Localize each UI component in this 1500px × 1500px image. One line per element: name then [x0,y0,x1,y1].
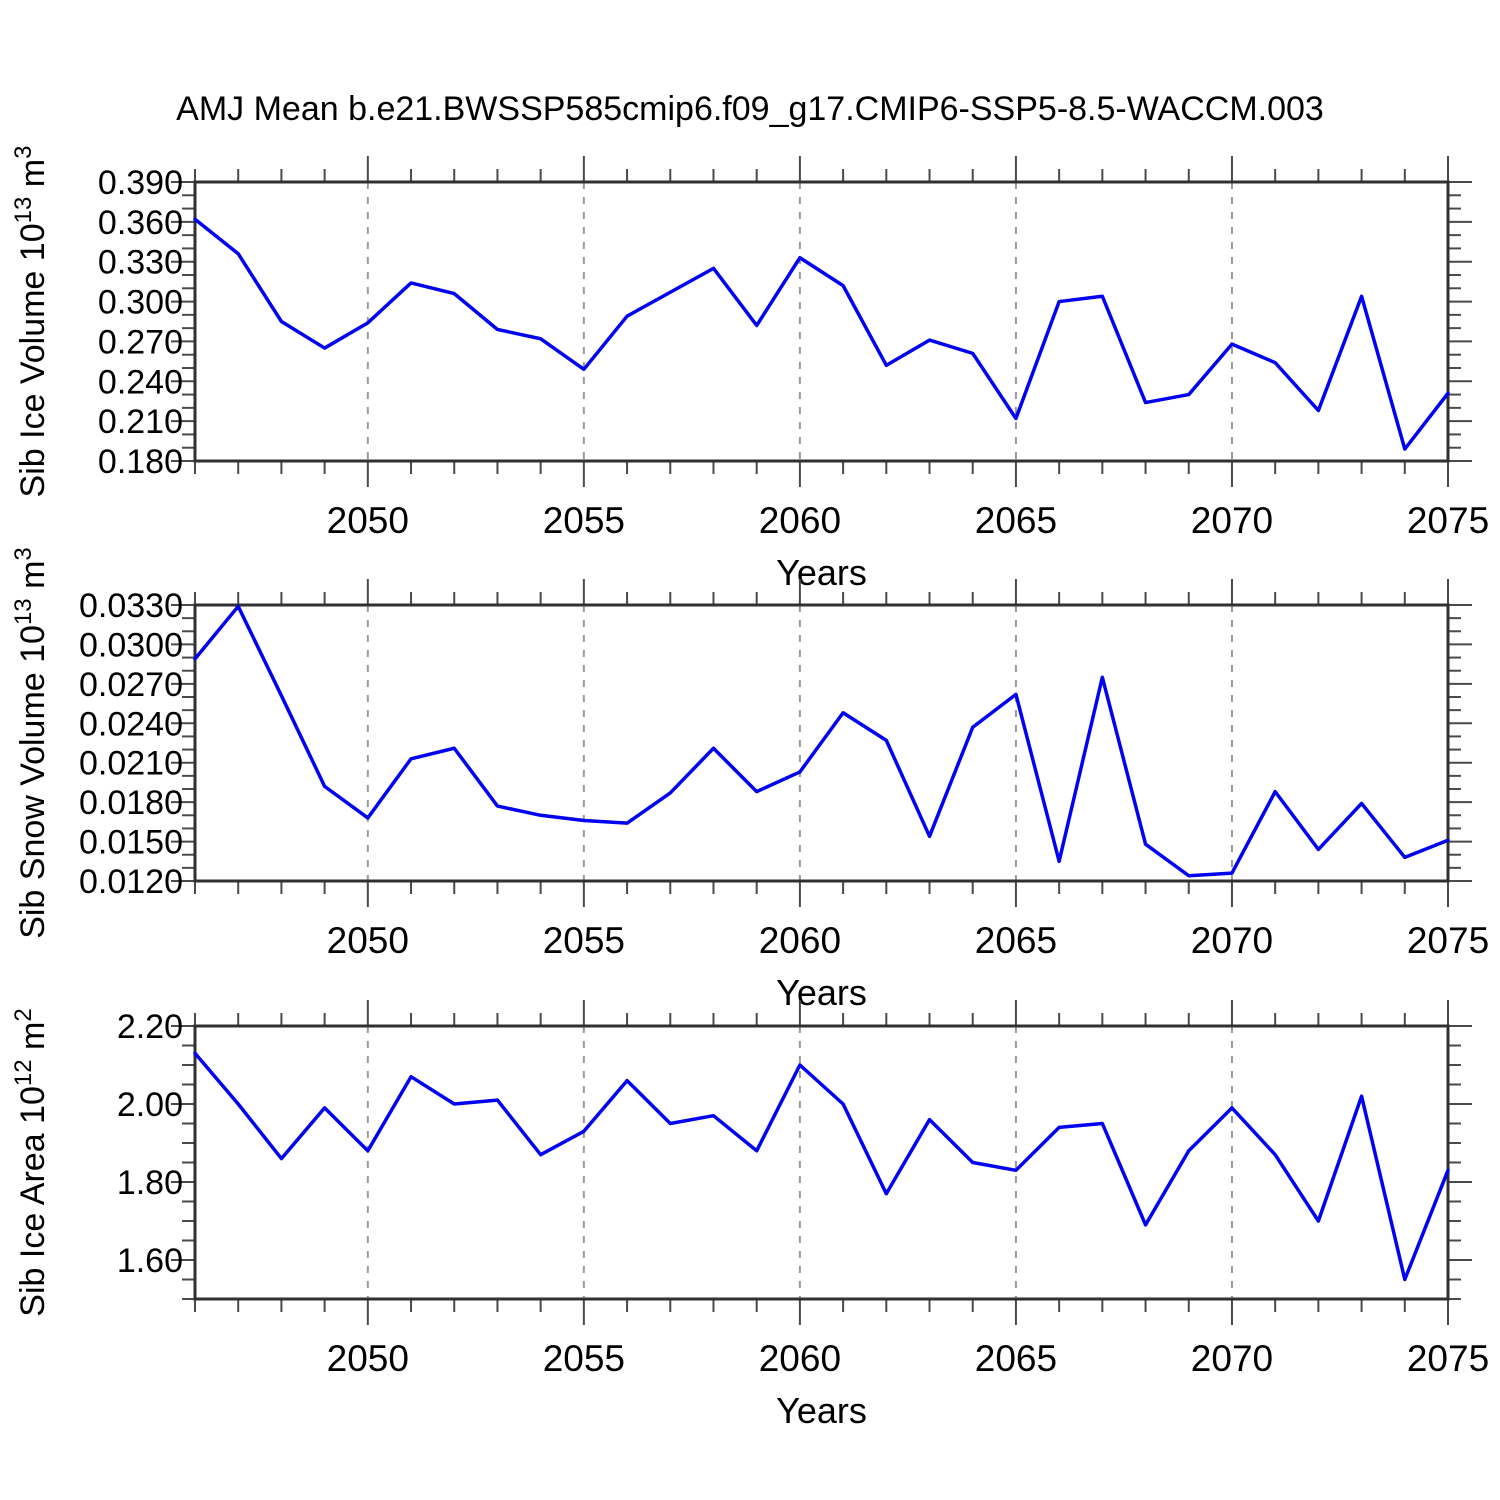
x-tick-label: 2050 [327,920,409,961]
y-tick-label: 0.300 [98,284,183,322]
panel-sib-ice-volume: 0.3900.3600.3300.3000.2700.2400.2100.180… [10,146,1489,593]
x-tick-label: 2065 [975,1338,1057,1379]
y-axis-label: Sib Snow Volume 1013 m3 [10,547,52,939]
y-tick-label: 0.390 [98,164,183,202]
y-tick-label: 0.240 [98,363,183,401]
x-axis-label: Years [776,1390,867,1431]
y-tick-label: 0.0270 [79,666,183,704]
y-tick-label: 0.330 [98,244,183,282]
y-axis-label: Sib Ice Volume 1013 m3 [10,146,52,498]
y-tick-label: 0.0330 [79,587,183,625]
y-tick-label: 0.0120 [79,863,183,901]
y-tick-label: 1.80 [117,1164,183,1202]
y-tick-label: 0.270 [98,323,183,361]
x-tick-label: 2060 [759,1338,841,1379]
y-tick-label: 2.20 [117,1008,183,1046]
y-tick-label: 0.0210 [79,745,183,783]
series-line-sib-snow-volume [193,604,1450,878]
x-tick-label: 2055 [543,500,625,541]
series-line-sib-ice-volume [193,217,1450,451]
x-tick-label: 2065 [975,920,1057,961]
y-tick-label: 0.360 [98,204,183,242]
panel-sib-snow-volume: 0.03300.03000.02700.02400.02100.01800.01… [10,547,1489,1013]
x-tick-label: 2075 [1407,1338,1489,1379]
plot-border [193,180,1450,463]
x-tick-label: 2050 [327,500,409,541]
x-tick-label: 2060 [759,920,841,961]
x-axis-label: Years [776,972,867,1013]
y-tick-label: 2.00 [117,1086,183,1124]
y-tick-label: 0.0150 [79,824,183,862]
x-tick-label: 2070 [1191,1338,1273,1379]
plot-border [193,1024,1450,1301]
y-tick-label: 0.0180 [79,784,183,822]
x-tick-label: 2065 [975,500,1057,541]
x-tick-label: 2070 [1191,500,1273,541]
x-tick-label: 2075 [1407,920,1489,961]
series-line-sib-ice-area [193,1051,1450,1282]
plot-border [193,603,1450,883]
x-tick-label: 2075 [1407,500,1489,541]
x-axis-label: Years [776,552,867,593]
y-tick-label: 1.60 [117,1242,183,1280]
y-tick-label: 0.210 [98,403,183,441]
x-tick-label: 2070 [1191,920,1273,961]
x-tick-label: 2050 [327,1338,409,1379]
y-axis-label: Sib Ice Area 1012 m2 [10,1008,52,1316]
y-tick-label: 0.0300 [79,626,183,664]
x-tick-label: 2060 [759,500,841,541]
chart-title: AMJ Mean b.e21.BWSSP585cmip6.f09_g17.CMI… [176,90,1324,128]
panel-sib-ice-area: 2.20 2.00 1.80 1.60 2050 2055 2060 2065 2070 2075… [10,1000,1489,1431]
x-tick-label: 2055 [543,1338,625,1379]
y-tick-label: 0.180 [98,443,183,481]
y-tick-label: 0.0240 [79,705,183,743]
x-tick-label: 2055 [543,920,625,961]
